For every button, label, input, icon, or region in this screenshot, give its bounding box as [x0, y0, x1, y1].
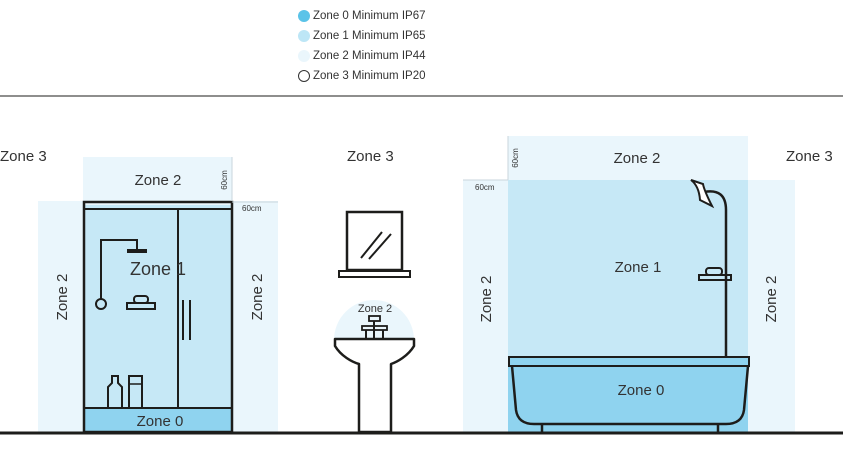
bath-zone-2-right-label: Zone 2 — [763, 276, 780, 323]
gel-bottle — [128, 375, 143, 409]
bath-soap-bar — [705, 267, 723, 276]
legend-item-zone-2: Zone 2 Minimum IP44 — [298, 46, 426, 66]
shower-area — [38, 157, 278, 434]
bath-zone-2-top-label: Zone 2 — [614, 150, 661, 167]
sink-area — [333, 210, 416, 434]
bath-shower-riser — [703, 190, 728, 357]
shower-head — [127, 249, 147, 253]
bath-rim — [508, 356, 750, 367]
shower-zone-2-right-label: Zone 2 — [249, 274, 266, 321]
shower-zone-2-top-band — [83, 157, 232, 203]
shower-60cm-horizontal-label: 60cm — [242, 204, 262, 213]
shower-zone-1-label: Zone 1 — [130, 259, 186, 279]
legend-label: Zone 3 Minimum IP20 — [313, 70, 426, 82]
shower-zone-1-area — [85, 205, 231, 410]
shower-riser — [100, 239, 138, 300]
shower-zone-0-area — [85, 408, 231, 433]
zone-1-swatch — [298, 30, 310, 42]
bath-60cm-horizontal-label: 60cm — [475, 183, 495, 192]
zone-legend: Zone 0 Minimum IP67 Zone 1 Minimum IP65 … — [298, 6, 426, 86]
sink-zone-2-label: Zone 2 — [358, 303, 392, 315]
legend-item-zone-3: Zone 3 Minimum IP20 — [298, 66, 426, 86]
legend-label: Zone 0 Minimum IP67 — [313, 10, 426, 22]
pedestal-sink — [333, 337, 416, 434]
zone-3-swatch — [298, 70, 310, 82]
bath-zone-1-label: Zone 1 — [615, 259, 662, 276]
bath-zone-2-top-band — [508, 136, 748, 182]
bath-zone-0-area — [508, 358, 748, 433]
bath-zone-2-left-label: Zone 2 — [478, 276, 495, 323]
sink-zone-2-area — [334, 300, 414, 340]
zone-3-label-left: Zone 3 — [0, 148, 47, 165]
bath-tub — [510, 365, 750, 426]
shower-zone-2-left-label: Zone 2 — [54, 274, 71, 321]
mirror-shelf — [338, 270, 411, 278]
legend-label: Zone 1 Minimum IP65 — [313, 30, 426, 42]
shampoo-bottle — [107, 375, 123, 408]
mirror-reflection — [360, 231, 383, 259]
shower-zone-0-label: Zone 0 — [137, 413, 184, 430]
zone-3-label-right: Zone 3 — [786, 148, 833, 165]
shower-60cm-vertical-label: 60cm — [220, 170, 229, 190]
soap-bar — [133, 295, 149, 304]
bath-60cm-vertical-label: 60cm — [511, 148, 520, 168]
legend-item-zone-0: Zone 0 Minimum IP67 — [298, 6, 426, 26]
shower-zone-2-top-label: Zone 2 — [135, 172, 182, 189]
bath-area — [463, 136, 795, 433]
legend-item-zone-1: Zone 1 Minimum IP65 — [298, 26, 426, 46]
legend-label: Zone 2 Minimum IP44 — [313, 50, 426, 62]
mirror-reflection — [368, 233, 392, 260]
zone-2-swatch — [298, 50, 310, 62]
bath-zone-0-label: Zone 0 — [618, 382, 665, 399]
zone-3-label-center: Zone 3 — [347, 148, 394, 165]
bath-zone-1-area — [508, 180, 748, 361]
shower-valve — [95, 298, 107, 310]
bath-shower-head — [690, 179, 715, 209]
zone-0-swatch — [298, 10, 310, 22]
